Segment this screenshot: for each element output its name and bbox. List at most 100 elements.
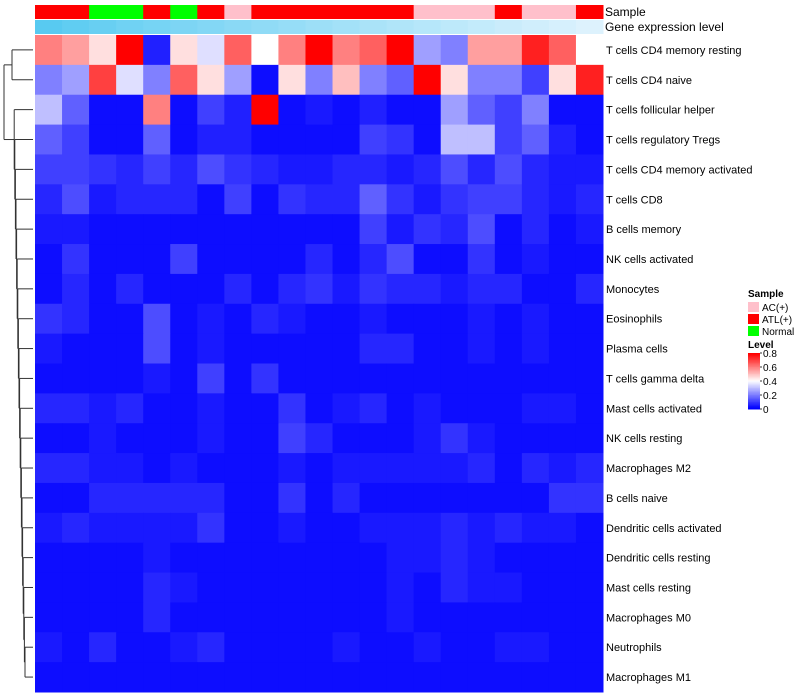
row-label: Eosinophils [606,314,663,326]
heatmap-cell [143,333,171,364]
heatmap-cell [224,214,252,245]
heatmap-cell [170,184,198,215]
heatmap-cell [494,602,523,633]
heatmap-cell [467,124,496,155]
legend-label: ATL(+) [762,315,792,326]
heatmap-cell [548,453,577,484]
legend-colorbar-segment [748,389,760,392]
legend-tick-label: 0.2 [763,391,777,402]
heatmap-cell [143,154,171,185]
heatmap-cell [521,64,550,96]
heatmap-cell [467,363,496,394]
heatmap-cell [521,273,550,305]
heatmap-cell [440,572,469,603]
heatmap-cell [197,602,225,633]
heatmap-cell [386,244,415,275]
heatmap-cell [170,273,198,305]
heatmap-cell [521,35,550,66]
row-label: NK cells resting [606,433,682,445]
heatmap-cell [548,423,577,454]
legend-label: AC(+) [762,303,788,314]
expression-annotation-cell [170,20,198,34]
heatmap-cell [305,512,334,544]
heatmap-cell [575,363,604,394]
heatmap-cell [143,662,171,693]
heatmap-cell [386,64,415,96]
heatmap-cell [521,572,550,603]
legend-colorbar-segment [748,402,760,404]
heatmap-cell [413,154,442,185]
heatmap-cell [116,124,144,155]
heatmap-cell [62,572,90,603]
heatmap-cell [170,303,198,335]
heatmap-cell [89,482,117,514]
heatmap-cell [62,64,90,96]
heatmap-cell [224,303,252,335]
heatmap-cell [224,124,252,155]
expression-annotation-cell [62,20,90,34]
heatmap-cell [35,244,63,275]
heatmap-cell [359,542,388,574]
heatmap-cell [440,124,469,155]
heatmap-cell [251,333,279,364]
heatmap-cell [521,244,550,275]
legend-tick-label: 0.8 [763,349,777,360]
heatmap-cell [116,154,144,185]
row-dendrogram [3,49,33,678]
heatmap-cell [413,124,442,155]
heatmap-cell [332,124,361,155]
row-label: T cells regulatory Tregs [606,135,721,147]
heatmap-cell [224,482,252,514]
sample-annotation-cell [413,5,442,19]
heatmap-cell [62,393,90,424]
heatmap-cell [62,273,90,305]
heatmap-cell [278,542,306,574]
heatmap-cell [494,94,523,126]
heatmap-cell [494,244,523,275]
heatmap-cell [143,453,171,484]
heatmap-cell [62,124,90,155]
legend-colorbar-segment [748,365,760,368]
heatmap-cell [413,94,442,126]
heatmap-cell [251,542,279,574]
heatmap-cell [278,35,306,66]
heatmap-cell [359,124,388,155]
heatmap-cell [143,94,171,126]
heatmap-cell [251,393,279,424]
row-label: T cells follicular helper [606,105,715,117]
heatmap-cell [521,333,550,364]
heatmap-cell [116,184,144,215]
heatmap-cell [413,303,442,335]
heatmap-cell [575,542,604,574]
heatmap-cell [278,94,306,126]
heatmap-cell [548,572,577,603]
heatmap-cell [575,453,604,484]
heatmap-cell [440,363,469,394]
heatmap-cell [548,64,577,96]
sample-annotation-cell [548,5,577,19]
heatmap-cell [197,333,225,364]
heatmap-cell [548,94,577,126]
heatmap-cell [521,512,550,544]
legend-colorbar-segment [748,404,760,407]
heatmap-cell [278,333,306,364]
heatmap-cell [359,512,388,544]
heatmap-cell [440,393,469,424]
heatmap-cell [467,184,496,215]
heatmap-cell [62,602,90,633]
heatmap-cell [251,423,279,454]
heatmap-cell [305,393,334,424]
heatmap-cell [494,363,523,394]
heatmap-cell [251,184,279,215]
heatmap-cell [197,572,225,603]
heatmap-cell [197,453,225,484]
heatmap-cell [251,154,279,185]
heatmap-cell [224,154,252,185]
legend-colorbar-segment [748,364,760,367]
sample-annotation-cell [89,5,117,19]
row-label: Mast cells resting [606,582,691,594]
heatmap-cell [89,333,117,364]
heatmap-cell [89,632,117,663]
heatmap-cell [251,662,279,693]
